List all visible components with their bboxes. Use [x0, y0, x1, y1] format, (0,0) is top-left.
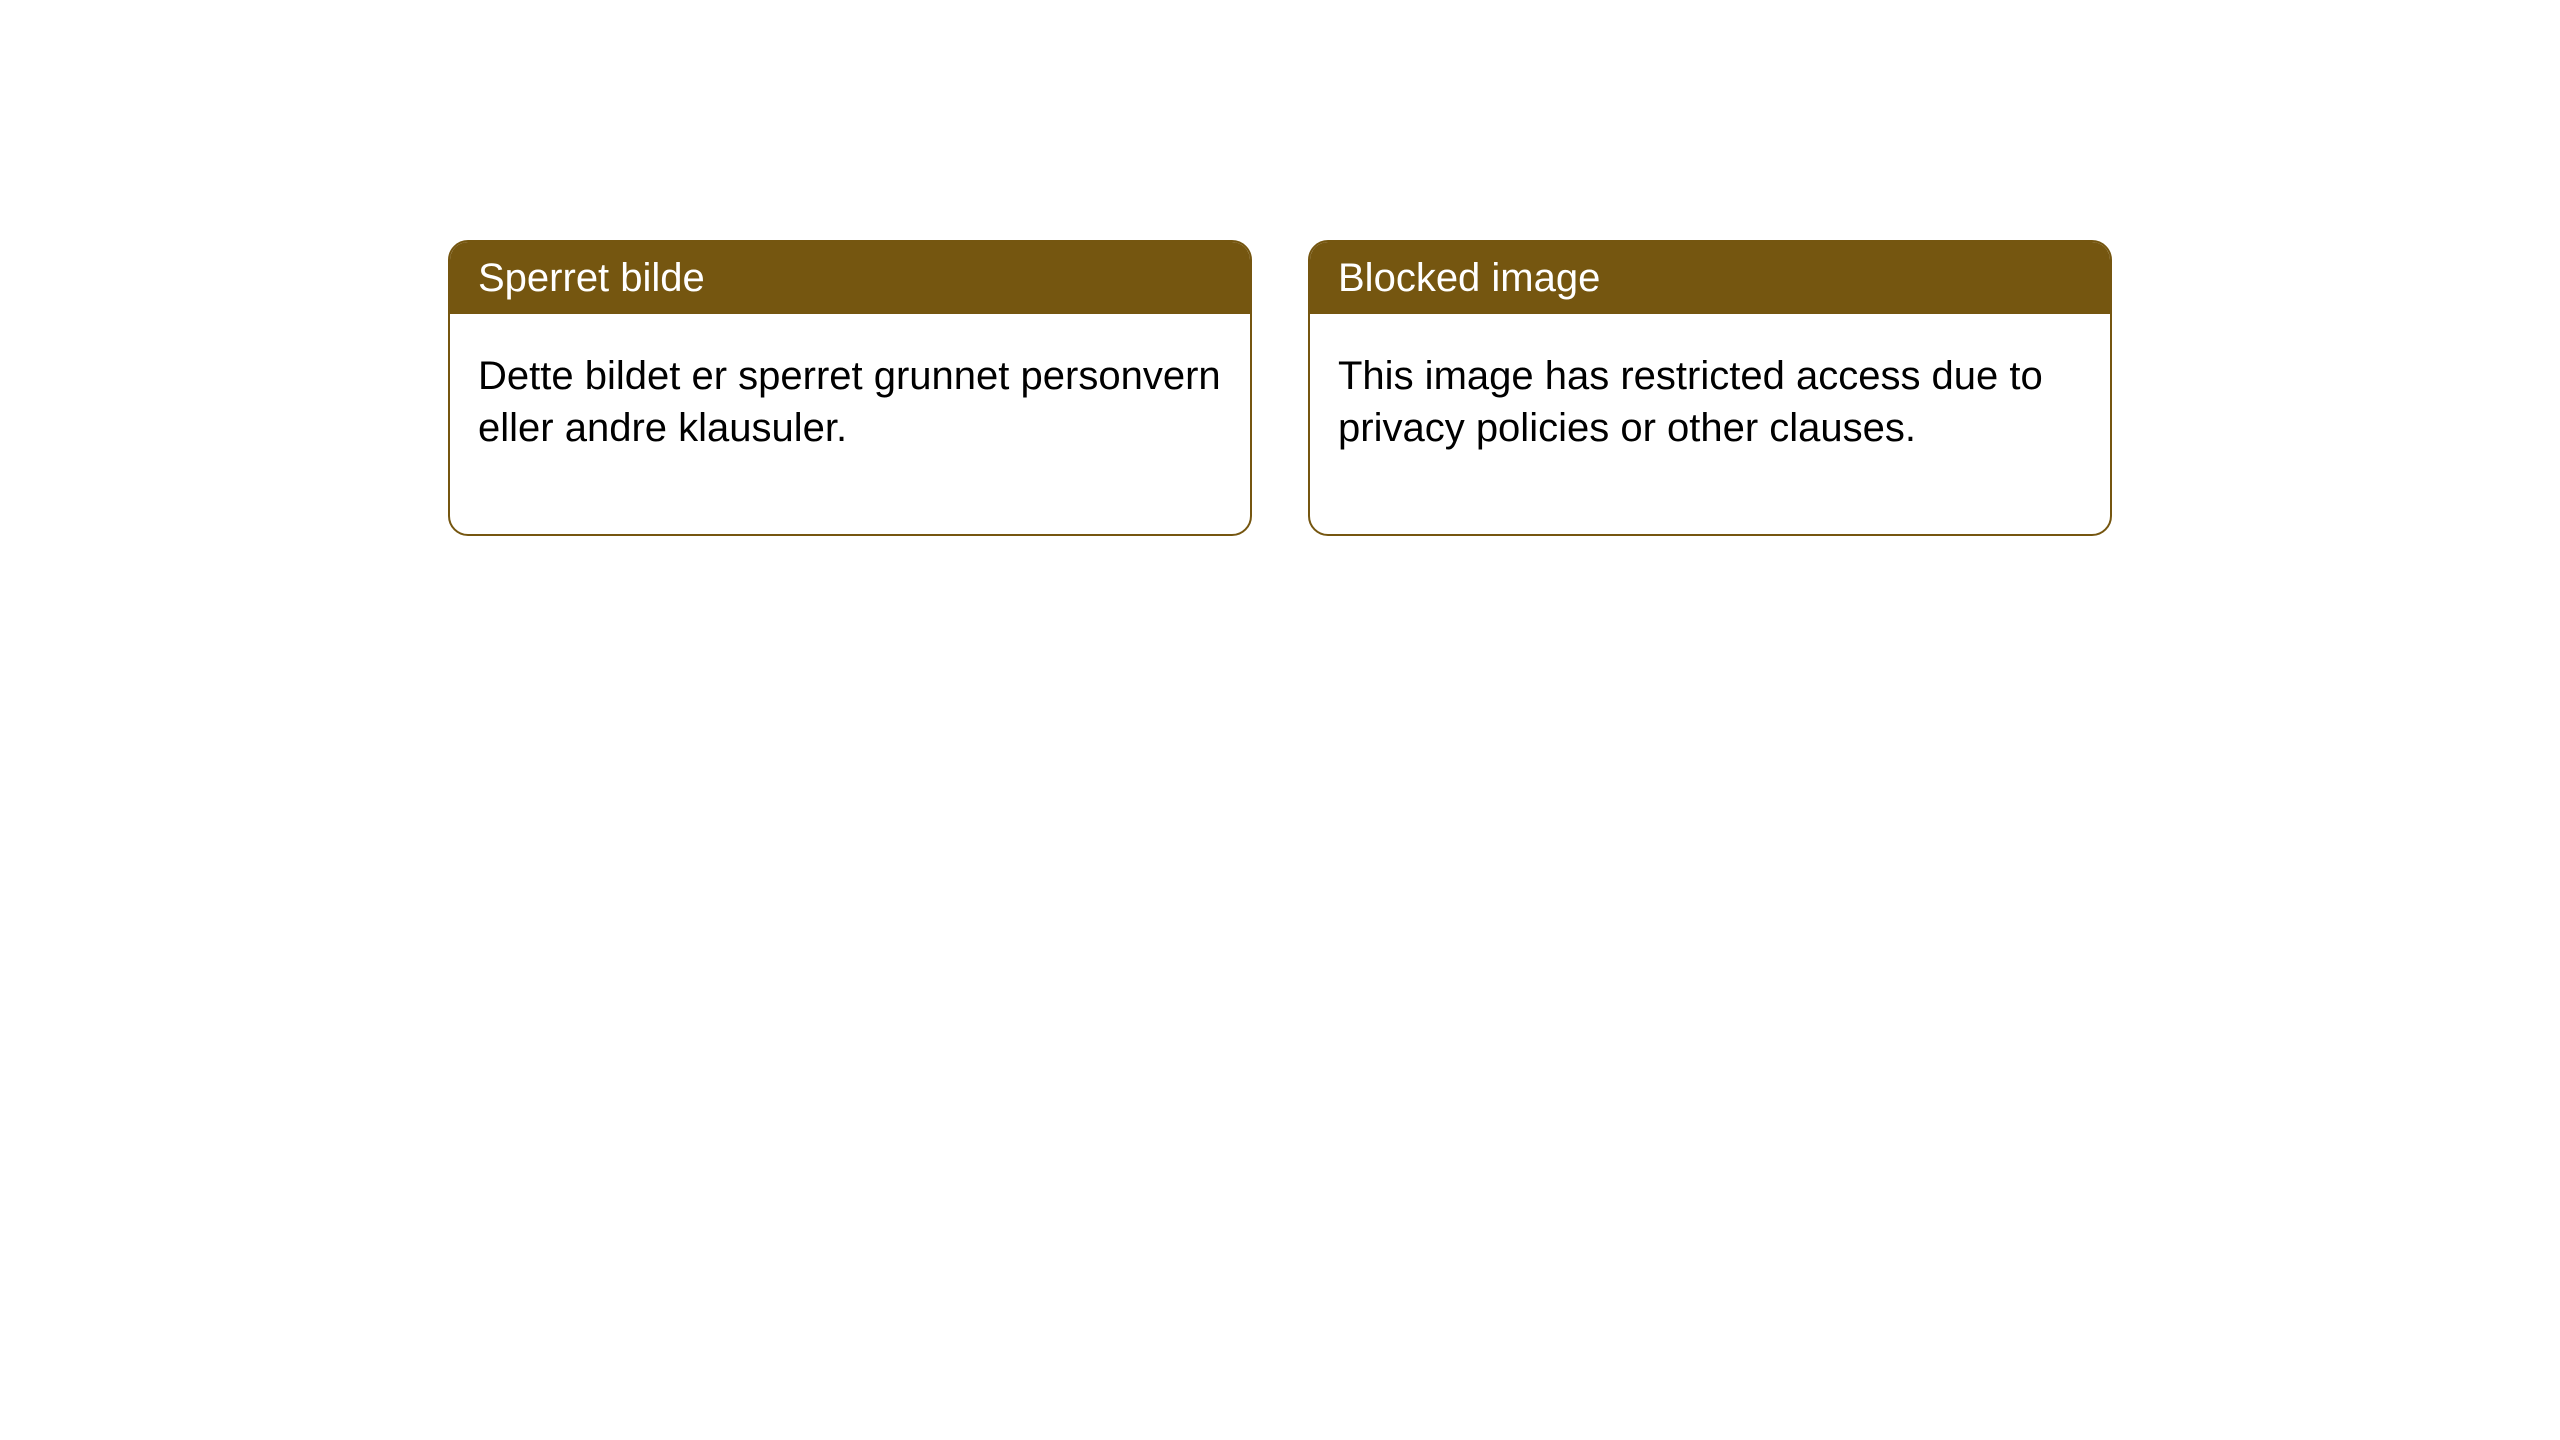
card-body: Dette bildet er sperret grunnet personve…	[450, 314, 1250, 534]
card-header: Sperret bilde	[450, 242, 1250, 314]
card-header: Blocked image	[1310, 242, 2110, 314]
card-body: This image has restricted access due to …	[1310, 314, 2110, 534]
notice-card-norwegian: Sperret bilde Dette bildet er sperret gr…	[448, 240, 1252, 536]
notice-card-english: Blocked image This image has restricted …	[1308, 240, 2112, 536]
notice-cards-container: Sperret bilde Dette bildet er sperret gr…	[0, 0, 2560, 536]
